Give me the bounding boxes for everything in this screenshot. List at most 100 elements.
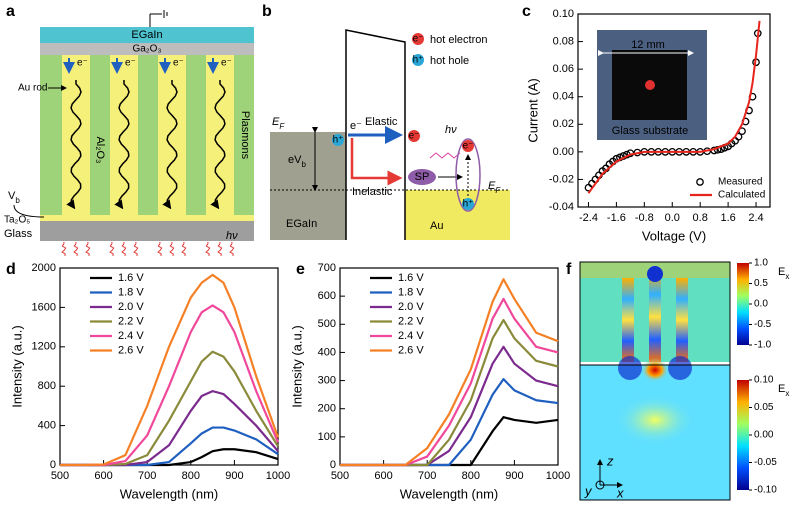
label: e⁻ [463, 141, 474, 152]
x-tick-label: 600 [94, 470, 112, 482]
fit-line [587, 20, 761, 194]
y-tick-label: 0.04 [553, 91, 574, 103]
emission-wave [157, 241, 163, 257]
label: b [301, 160, 306, 169]
x-tick-label: 0.0 [665, 212, 680, 224]
label: Ta₂O₅ [4, 215, 30, 226]
colorbar-title: E [778, 266, 785, 278]
symbol: h⁺ [413, 55, 424, 66]
legend-label: Calculated [718, 190, 765, 201]
label: eV [288, 154, 302, 166]
colorbar [737, 380, 749, 490]
x-tick-label: 800 [182, 470, 200, 482]
colorbar-title: Ex [778, 266, 789, 281]
spectrum-line [60, 390, 279, 467]
wire [13, 204, 45, 218]
label: h⁺ [463, 199, 474, 210]
colorbar-tick-label: 0.05 [754, 402, 774, 413]
y-tick-label: 100 [318, 431, 336, 443]
x-tick-label: 1000 [266, 470, 290, 482]
x-axis-title: Wavelength (nm) [400, 486, 499, 501]
y-axis-title: Current (A) [525, 78, 540, 142]
inelastic-arrow [350, 138, 403, 186]
label: hν [445, 124, 457, 136]
y-tick-label: 2000 [32, 262, 56, 274]
colorbar-title: E [778, 383, 785, 395]
emission-wave [85, 241, 91, 257]
label: F [495, 186, 501, 195]
spectrum-line [340, 278, 559, 467]
legend-label: 2.6 V [118, 344, 144, 356]
legend-label: hot electron [430, 34, 487, 46]
panel-label: f [566, 261, 572, 278]
emission-wave [205, 241, 211, 257]
label: V [8, 190, 16, 202]
barrier [345, 29, 406, 240]
label: SP [415, 171, 430, 183]
emission-wave [181, 241, 187, 257]
label: eVb [288, 154, 306, 169]
y-tick-label: 300 [318, 374, 336, 386]
electron-icon [462, 140, 474, 152]
colorbar [737, 263, 749, 345]
y-tick-label: -0.02 [549, 173, 574, 185]
rod [110, 55, 138, 215]
hole-icon [462, 198, 474, 210]
label: Al₂O₃ [94, 136, 106, 163]
axis-label: y [584, 483, 593, 498]
colorbar-title: x [785, 389, 789, 398]
spectrum-line [60, 350, 279, 467]
x-tick-label: -0.8 [635, 212, 654, 224]
panel-label: d [6, 261, 16, 278]
oxide-layer [40, 43, 254, 55]
electron-label: e⁻ [77, 58, 88, 69]
electron-label: e⁻ [221, 58, 232, 69]
plasmon-wave [114, 80, 130, 210]
y-axis-title: Intensity (a.u.) [289, 325, 304, 407]
x-tick-label: 2.4 [748, 212, 763, 224]
label: E [272, 116, 280, 128]
legend-label: Measured [718, 177, 762, 188]
y-tick-label: 1200 [32, 341, 56, 353]
au-block [405, 190, 510, 240]
label: Vb [8, 190, 20, 205]
panel-label: a [6, 3, 15, 20]
colorbar-title: x [785, 272, 789, 281]
y-tick-label: 500 [318, 318, 336, 330]
plasmon [408, 169, 436, 185]
y-tick-label: 1600 [32, 301, 56, 313]
y-tick-label: 0.08 [553, 35, 574, 47]
rod-field [622, 278, 634, 362]
label: Inelastic [352, 186, 393, 198]
x-tick-label: 800 [462, 470, 480, 482]
legend-label: 2.2 V [398, 315, 424, 327]
x-tick-label: 700 [138, 470, 156, 482]
rod [206, 55, 234, 215]
x-tick-label: 500 [51, 470, 69, 482]
x-tick-label: 900 [225, 470, 243, 482]
y-tick-label: -0.04 [549, 201, 574, 213]
label: b [15, 196, 20, 205]
legend-label: 2.4 V [118, 330, 144, 342]
x-tick-label: 1000 [546, 470, 570, 482]
legend-label: 1.8 V [118, 286, 144, 298]
panel-label: e [296, 261, 305, 278]
emission-wave [121, 241, 127, 257]
emission-wave [169, 241, 175, 257]
symbol: e⁻ [413, 34, 424, 45]
emission-wave [217, 241, 223, 257]
x-tick-label: 1.6 [720, 212, 735, 224]
glass [40, 221, 254, 241]
rod-field [649, 272, 661, 362]
y-tick-label: 0.06 [553, 63, 574, 75]
colorbar-tick-label: 0.10 [754, 375, 774, 386]
colorbar-tick-label: 0.00 [754, 430, 774, 441]
legend-label: 1.6 V [118, 272, 144, 284]
egain-block [270, 132, 346, 240]
label: Au rod [18, 83, 47, 94]
plot-frame [577, 13, 771, 208]
x-tick-label: 700 [418, 470, 436, 482]
rod [62, 55, 90, 215]
annotation: 12 mm [631, 39, 665, 51]
